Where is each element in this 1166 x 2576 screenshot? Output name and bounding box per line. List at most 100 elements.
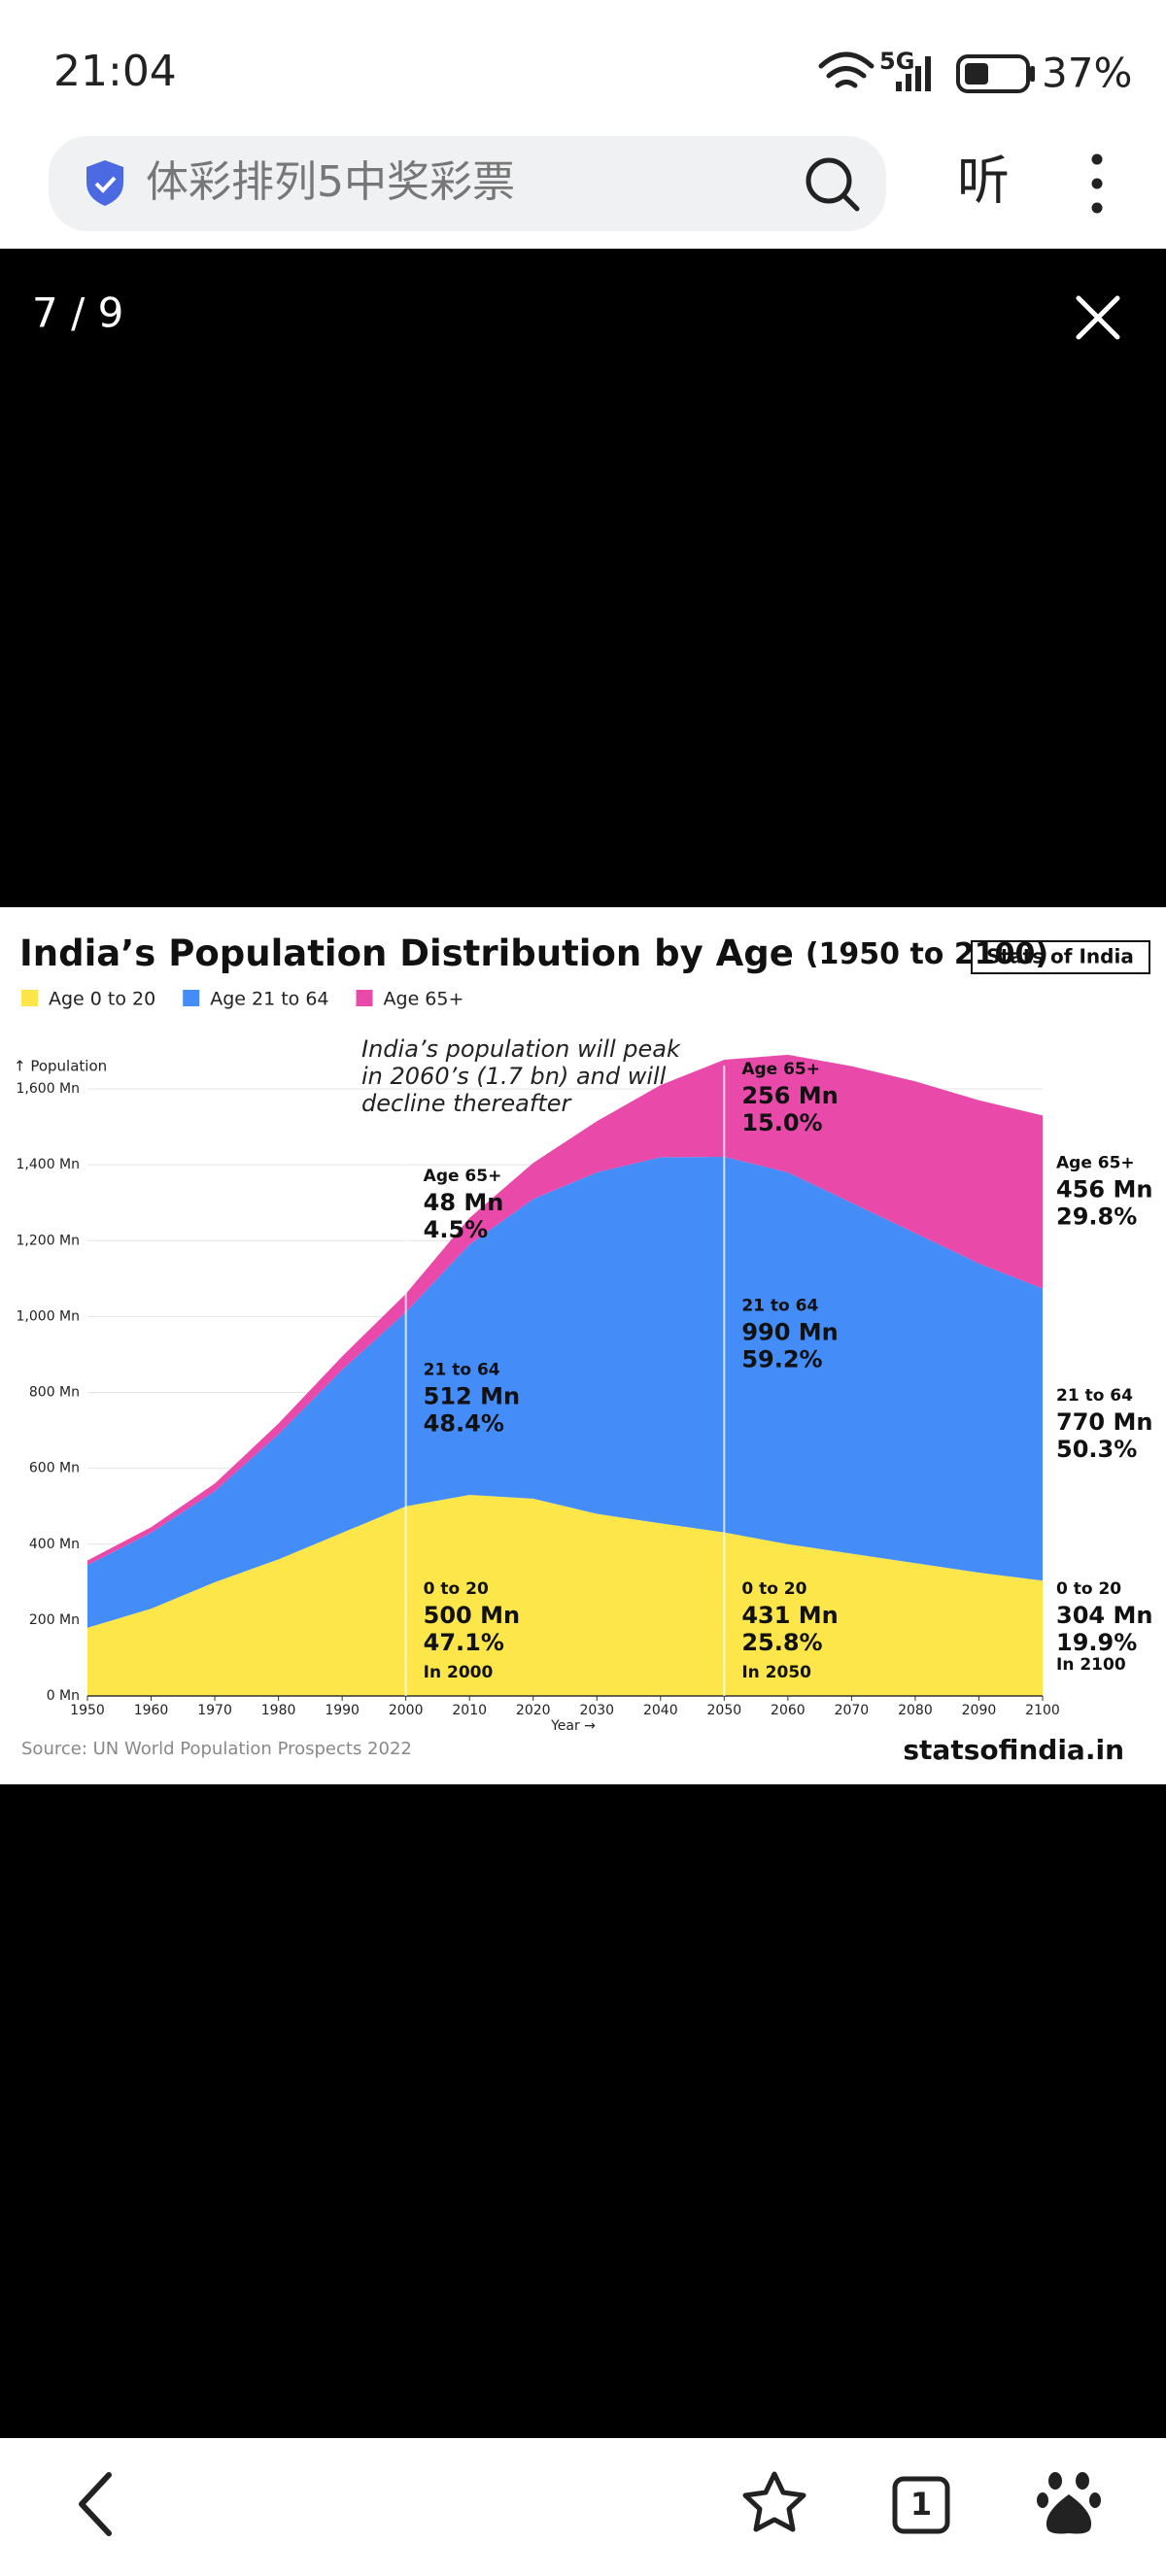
share-label: 4.5% [424, 1216, 489, 1243]
annotation-tag: 0 to 20 [424, 1579, 489, 1599]
tabs-count: 1 [910, 2486, 932, 2523]
wifi-icon [818, 51, 874, 88]
data-label: 990 Mn [741, 1318, 838, 1345]
shield-check [94, 176, 117, 193]
x-tick-label: 2000 [389, 1703, 424, 1718]
search-bar[interactable] [49, 136, 886, 231]
baidu-button[interactable] [1037, 2472, 1101, 2534]
more-menu[interactable] [1091, 153, 1103, 214]
image-counter: 7 / 9 [32, 289, 123, 337]
x-tick-label: 2100 [1025, 1703, 1060, 1718]
x-axis-title: Year → [550, 1718, 596, 1734]
x-tick-label: 2080 [898, 1703, 933, 1718]
y-tick-label: 400 Mn [29, 1537, 80, 1552]
share-label: 15.0% [741, 1109, 822, 1136]
favorite-button[interactable] [742, 2471, 806, 2532]
area [87, 1054, 1043, 1566]
share-label: 29.8% [1056, 1203, 1137, 1230]
share-label: 48.4% [424, 1410, 504, 1438]
search-icon[interactable] [806, 157, 860, 212]
annotation-tag: 0 to 20 [741, 1579, 806, 1599]
badge-box [971, 940, 1150, 974]
shield-icon [86, 160, 123, 206]
battery-icon [956, 54, 1035, 93]
network-type: 5G [879, 48, 914, 75]
annotation-tag: 21 to 64 [741, 1296, 818, 1315]
annotation-tag: 21 to 64 [424, 1361, 500, 1380]
back-button[interactable] [79, 2472, 112, 2536]
year-note: In 2000 [424, 1663, 494, 1682]
chart-title: India’s Population Distribution by Age (1… [19, 932, 1048, 974]
legend-swatch [183, 990, 200, 1006]
title-range: (1950 to 2100) [806, 937, 1048, 971]
annotation-tag: Age 65+ [741, 1060, 820, 1079]
source: Source: UN World Population Prospects 20… [21, 1739, 412, 1759]
data-label: 512 Mn [424, 1383, 520, 1410]
listen-button[interactable]: 听 [957, 151, 1010, 212]
y-tick-label: 0 Mn [47, 1688, 80, 1704]
tabs-button[interactable] [892, 2476, 950, 2534]
data-label: 304 Mn [1056, 1602, 1152, 1629]
annotation-tag: 0 to 20 [1056, 1579, 1121, 1599]
area [87, 1156, 1043, 1628]
data-label: 770 Mn [1056, 1408, 1152, 1436]
annotation-tag: Age 65+ [424, 1167, 502, 1186]
callout-line: decline thereafter [361, 1090, 572, 1117]
x-tick-label: 2060 [771, 1703, 806, 1718]
share-label: 59.2% [741, 1345, 822, 1373]
legend-swatch [356, 990, 373, 1006]
callout-line: India’s population will peak [361, 1035, 681, 1063]
x-tick-label: 2030 [579, 1703, 614, 1718]
data-label: 48 Mn [424, 1189, 504, 1216]
y-tick-label: 1,200 Mn [17, 1233, 80, 1248]
year-note: In 2100 [1056, 1655, 1126, 1675]
search-query[interactable]: 体彩排列5中奖彩票 [146, 157, 515, 207]
x-tick-label: 1960 [134, 1703, 169, 1718]
x-tick-label: 2040 [643, 1703, 678, 1718]
status-time: 21:04 [53, 47, 177, 96]
legend-swatch [21, 990, 38, 1006]
close-button[interactable] [1076, 295, 1120, 340]
x-tick-label: 2010 [452, 1703, 487, 1718]
battery-level: 37% [1042, 50, 1132, 97]
legend-label: Age 21 to 64 [210, 989, 328, 1010]
x-tick-label: 1950 [70, 1703, 105, 1718]
annotation-tag: Age 65+ [1056, 1153, 1135, 1172]
y-tick-label: 800 Mn [29, 1385, 80, 1401]
y-tick-label: 600 Mn [29, 1461, 80, 1476]
legend-label: Age 0 to 20 [49, 989, 155, 1010]
callout-line: in 2060’s (1.7 bn) and will [361, 1063, 667, 1090]
signal-icon [896, 56, 931, 91]
share-label: 47.1% [424, 1629, 504, 1656]
brand: statsofindia.in [903, 1734, 1124, 1766]
share-label: 25.8% [741, 1629, 822, 1656]
title-main: India’s Population Distribution by Age [19, 932, 794, 974]
y-tick-label: 1,600 Mn [17, 1081, 80, 1097]
annotation-tag: 21 to 64 [1056, 1386, 1133, 1406]
data-label: 256 Mn [741, 1082, 838, 1109]
x-tick-label: 2090 [962, 1703, 997, 1718]
chart: India’s Population Distribution by Age (1… [14, 932, 1152, 1767]
area [87, 1494, 1043, 1696]
data-label: 431 Mn [741, 1602, 838, 1629]
x-tick-label: 2070 [835, 1703, 870, 1718]
year-note: In 2050 [741, 1663, 811, 1682]
legend-label: Age 65+ [384, 989, 464, 1010]
x-tick-label: 2050 [707, 1703, 742, 1718]
x-tick-label: 2020 [516, 1703, 551, 1718]
x-tick-label: 1980 [261, 1703, 296, 1718]
y-tick-label: 1,000 Mn [17, 1308, 80, 1324]
x-tick-label: 1990 [325, 1703, 360, 1718]
bottom-nav [0, 2438, 1166, 2576]
y-tick-label: 1,400 Mn [17, 1157, 80, 1172]
share-label: 19.9% [1056, 1629, 1137, 1656]
y-tick-label: 200 Mn [29, 1612, 80, 1628]
data-label: 500 Mn [424, 1602, 520, 1629]
y-axis-title: ↑ Population [14, 1058, 107, 1075]
share-label: 50.3% [1056, 1436, 1137, 1463]
x-tick-label: 1970 [197, 1703, 232, 1718]
data-label: 456 Mn [1056, 1175, 1152, 1203]
badge: Stats of India [986, 945, 1134, 968]
